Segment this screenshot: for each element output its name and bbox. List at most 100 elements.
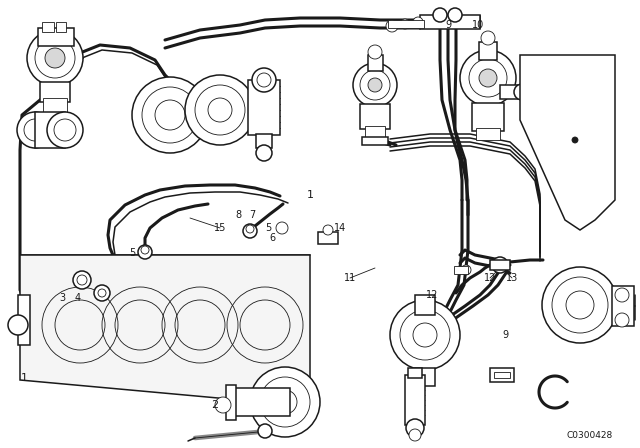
Circle shape <box>460 50 516 106</box>
Circle shape <box>353 63 397 107</box>
Text: 5: 5 <box>129 248 135 258</box>
Bar <box>360 104 390 129</box>
Text: 10: 10 <box>472 20 484 30</box>
Text: 2: 2 <box>211 400 219 410</box>
Bar <box>318 232 338 244</box>
Circle shape <box>258 424 272 438</box>
Circle shape <box>276 222 288 234</box>
Circle shape <box>77 275 87 285</box>
Bar <box>494 372 510 378</box>
Circle shape <box>273 390 297 414</box>
Bar <box>35 112 65 148</box>
Text: 15: 15 <box>214 223 226 233</box>
Bar <box>230 388 290 416</box>
Text: C0300428: C0300428 <box>567 431 613 439</box>
Circle shape <box>386 20 398 32</box>
Circle shape <box>400 310 450 360</box>
Bar <box>405 375 425 425</box>
Bar <box>472 103 504 131</box>
Circle shape <box>138 245 152 259</box>
Circle shape <box>35 38 75 78</box>
Circle shape <box>566 291 594 319</box>
Circle shape <box>461 265 471 275</box>
Circle shape <box>8 315 28 335</box>
Text: 9: 9 <box>502 330 508 340</box>
Circle shape <box>94 285 110 301</box>
Circle shape <box>155 100 185 130</box>
Text: 8: 8 <box>235 210 241 220</box>
Circle shape <box>615 313 629 327</box>
Circle shape <box>250 367 320 437</box>
Text: 11: 11 <box>344 273 356 283</box>
Bar <box>420 15 480 29</box>
Circle shape <box>492 257 508 273</box>
Text: 1: 1 <box>20 373 28 383</box>
Circle shape <box>142 87 198 143</box>
Polygon shape <box>20 255 310 415</box>
Circle shape <box>413 323 437 347</box>
Bar <box>362 137 388 145</box>
Circle shape <box>252 68 276 92</box>
Text: 12: 12 <box>426 290 438 300</box>
Circle shape <box>479 69 497 87</box>
Circle shape <box>17 112 53 148</box>
Circle shape <box>73 271 91 289</box>
Bar <box>612 286 634 326</box>
Bar <box>490 260 510 270</box>
Circle shape <box>215 397 231 413</box>
Text: 14: 14 <box>334 223 346 233</box>
Text: 9: 9 <box>445 20 451 30</box>
Bar <box>43 98 67 112</box>
Circle shape <box>47 112 83 148</box>
Polygon shape <box>520 55 615 230</box>
Circle shape <box>409 429 421 441</box>
Bar <box>18 295 30 345</box>
Circle shape <box>406 419 424 437</box>
Text: 12: 12 <box>484 273 496 283</box>
Circle shape <box>260 377 310 427</box>
Circle shape <box>469 59 507 97</box>
Text: 1: 1 <box>307 190 314 200</box>
Circle shape <box>24 119 46 141</box>
Bar <box>365 126 385 138</box>
Bar <box>479 42 497 60</box>
Circle shape <box>433 8 447 22</box>
Circle shape <box>246 225 254 233</box>
Bar <box>38 28 74 46</box>
Bar <box>415 368 435 386</box>
Circle shape <box>132 77 208 153</box>
Text: 13: 13 <box>506 273 518 283</box>
Circle shape <box>185 75 255 145</box>
Circle shape <box>572 137 578 143</box>
Circle shape <box>208 98 232 122</box>
Circle shape <box>45 48 65 68</box>
Bar <box>40 82 70 102</box>
Circle shape <box>368 78 382 92</box>
Circle shape <box>360 70 390 100</box>
Circle shape <box>615 288 629 302</box>
Circle shape <box>400 19 410 29</box>
Bar <box>415 295 435 315</box>
Bar <box>256 134 272 148</box>
Text: 5: 5 <box>265 223 271 233</box>
Circle shape <box>390 300 460 370</box>
Circle shape <box>481 31 495 45</box>
Bar <box>248 80 280 135</box>
Circle shape <box>27 30 83 86</box>
Bar <box>454 266 468 274</box>
Circle shape <box>514 84 530 100</box>
Circle shape <box>54 119 76 141</box>
Circle shape <box>323 225 333 235</box>
Circle shape <box>195 85 245 135</box>
Circle shape <box>542 267 618 343</box>
Bar <box>388 20 424 28</box>
Text: 4: 4 <box>75 293 81 303</box>
Circle shape <box>256 145 272 161</box>
Text: 3: 3 <box>59 293 65 303</box>
Circle shape <box>98 289 106 297</box>
Circle shape <box>257 73 271 87</box>
Bar <box>42 22 54 32</box>
Circle shape <box>141 246 149 254</box>
Bar <box>226 385 236 420</box>
Circle shape <box>413 17 423 27</box>
